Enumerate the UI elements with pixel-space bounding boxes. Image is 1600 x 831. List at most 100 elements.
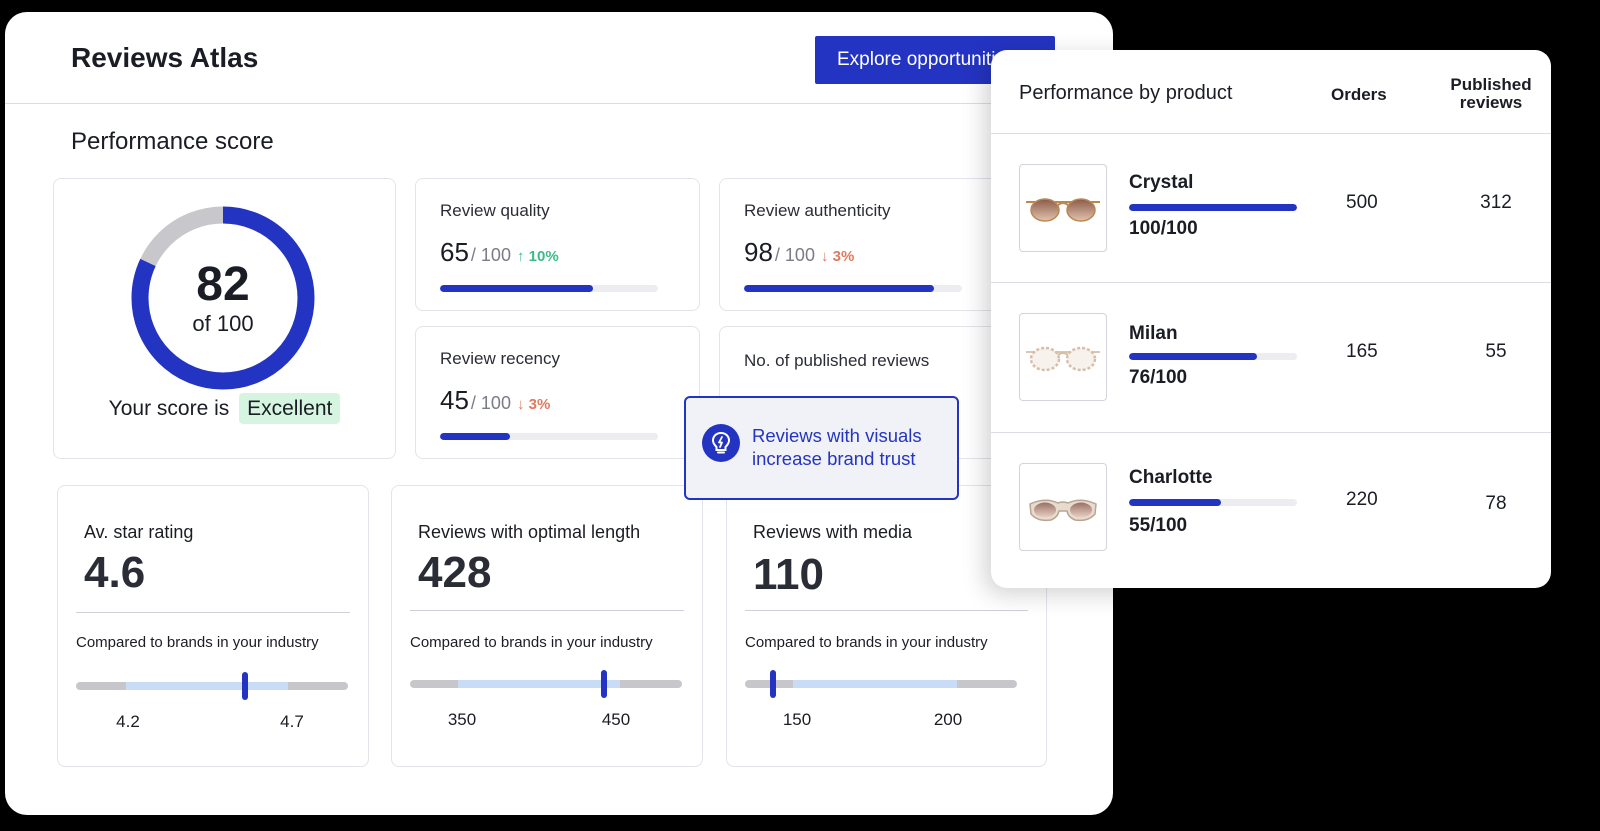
arrow-up-icon: ↑: [516, 248, 525, 265]
benchmark-label: Reviews with optimal length: [418, 522, 641, 542]
product-row[interactable]: Milan 76/100 165 55: [991, 283, 1551, 431]
product-name: Milan: [1129, 323, 1178, 344]
product-score-bar: [1129, 353, 1297, 360]
overall-score-card: 82 of 100 Your score is Excellent: [53, 178, 396, 459]
metric-card-review-recency: Review recency 45/ 100 ↓ 3%: [415, 326, 700, 459]
benchmark-value: 4.6: [84, 548, 146, 597]
product-orders: 165: [1346, 341, 1378, 362]
metric-denominator: / 100: [470, 393, 511, 413]
range-high-label: 450: [601, 710, 631, 729]
metric-denominator: / 100: [774, 245, 815, 265]
benchmark-label: Av. star rating: [84, 522, 194, 542]
product-score-bar: [1129, 204, 1297, 211]
your-value-marker: [601, 670, 607, 698]
industry-range-track: [745, 680, 1017, 688]
product-table-title: Performance by product: [1019, 82, 1233, 104]
metric-score: 98: [744, 237, 773, 267]
range-low-label: 4.2: [116, 712, 140, 731]
trend-value: 10%: [528, 248, 559, 265]
row-divider: [991, 282, 1551, 283]
industry-range-track: [410, 680, 682, 688]
score-value: 82: [196, 258, 250, 311]
metric-progress-fill: [440, 433, 510, 440]
industry-range-fill: [126, 682, 288, 690]
benchmark-divider: [76, 612, 350, 613]
orders-column-header: Orders: [1331, 85, 1387, 104]
score-ring-chart: [131, 206, 315, 390]
product-thumbnail: [1019, 463, 1107, 551]
score-summary: Your score is Excellent: [54, 393, 395, 424]
metric-card-review-quality: Review quality 65/ 100 ↑ 10%: [415, 178, 700, 311]
benchmark-divider: [410, 610, 684, 611]
product-orders: 220: [1346, 489, 1378, 510]
benchmark-value: 110: [753, 550, 824, 599]
metric-progress-bar: [440, 433, 658, 440]
product-score-fill: [1129, 353, 1257, 360]
product-score: 55/100: [1129, 515, 1188, 536]
product-score-bar: [1129, 499, 1297, 506]
score-ring-progress: [131, 206, 315, 390]
industry-range-fill: [458, 680, 620, 688]
product-thumbnail: [1019, 313, 1107, 401]
score-summary-prefix: Your score is: [108, 397, 230, 420]
score-ring: 82 of 100: [130, 205, 316, 391]
metric-label: Review authenticity: [744, 201, 891, 220]
product-score: 76/100: [1129, 367, 1188, 388]
benchmark-label: Reviews with media: [753, 522, 913, 542]
published-reviews-column-header: Published reviews: [1450, 75, 1532, 112]
product-score-fill: [1129, 204, 1297, 211]
benchmark-compare-label: Compared to brands in your industry: [410, 634, 653, 651]
benchmark-divider: [745, 610, 1028, 611]
benchmark-card-optimal-length: Reviews with optimal length 428 Compared…: [391, 485, 703, 767]
app-title: Reviews Atlas: [71, 42, 259, 73]
score-rating-badge: Excellent: [239, 393, 341, 424]
your-value-marker: [242, 672, 248, 700]
your-value-marker: [770, 670, 776, 698]
trend-indicator: ↓ 3%: [517, 396, 550, 413]
product-orders: 500: [1346, 192, 1378, 213]
benchmark-card-star-rating: Av. star rating 4.6 Compared to brands i…: [57, 485, 369, 767]
product-row[interactable]: Charlotte 55/100 220 78: [991, 433, 1551, 581]
metric-label: Review quality: [440, 201, 550, 220]
header-divider: [5, 103, 1113, 104]
arrow-down-icon: ↓: [516, 396, 525, 413]
lightbulb-icon: [702, 424, 740, 462]
product-performance-card: Performance by product Orders Published …: [991, 50, 1551, 588]
product-thumbnail: [1019, 164, 1107, 252]
product-name: Crystal: [1129, 172, 1194, 193]
product-name: Charlotte: [1129, 467, 1213, 488]
metric-progress-fill: [440, 285, 593, 292]
sunglasses-icon: [1026, 198, 1100, 222]
range-high-label: 200: [933, 710, 963, 729]
range-low-label: 150: [782, 710, 812, 729]
product-published-reviews: 78: [1485, 493, 1507, 514]
insight-tip-text: Reviews with visuals increase brand trus…: [752, 425, 922, 469]
metric-label: No. of published reviews: [744, 351, 930, 370]
product-published-reviews: 312: [1480, 192, 1512, 213]
product-score-fill: [1129, 499, 1222, 506]
product-row[interactable]: Crystal 100/100 500 312: [991, 134, 1551, 282]
metric-progress-bar: [744, 285, 962, 292]
product-score: 100/100: [1129, 218, 1198, 239]
benchmark-compare-label: Compared to brands in your industry: [745, 634, 988, 651]
industry-range-track: [76, 682, 348, 690]
metric-progress-bar: [440, 285, 658, 292]
eyeglasses-icon: [1026, 346, 1100, 372]
row-divider: [991, 432, 1551, 433]
metric-score: 65: [440, 237, 469, 267]
arrow-down-icon: ↓: [820, 248, 829, 265]
table-header-divider: [991, 133, 1551, 134]
metric-score: 45: [440, 385, 469, 415]
range-high-label: 4.7: [280, 712, 304, 731]
metric-progress-fill: [744, 285, 934, 292]
lightbulb-glyph: [711, 431, 731, 454]
trend-indicator: ↑ 10%: [517, 248, 559, 265]
metric-value: 65/ 100 ↑ 10%: [440, 237, 559, 268]
section-title: Performance score: [71, 128, 274, 155]
range-low-label: 350: [447, 710, 477, 729]
benchmark-compare-label: Compared to brands in your industry: [76, 634, 319, 651]
sunglasses-icon: [1029, 499, 1097, 522]
metric-card-review-authenticity: Review authenticity 98/ 100 ↓ 3%: [719, 178, 1004, 311]
benchmark-value: 428: [418, 548, 492, 597]
score-out-of: of 100: [192, 311, 254, 336]
